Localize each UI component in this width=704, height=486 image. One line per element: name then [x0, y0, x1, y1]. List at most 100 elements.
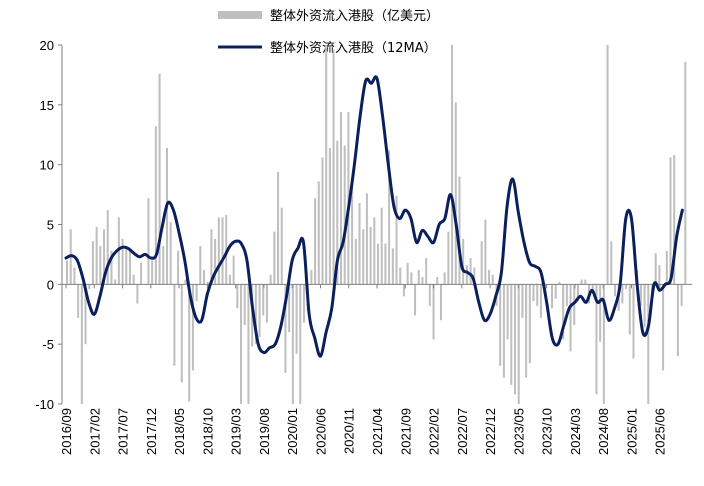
- bar: [465, 265, 468, 285]
- bar: [191, 284, 194, 371]
- bar: [399, 267, 402, 285]
- y-tick-label: 10: [40, 158, 54, 173]
- bar: [595, 284, 598, 395]
- bar: [439, 284, 442, 321]
- bar: [236, 284, 239, 309]
- bar: [513, 284, 517, 395]
- bar: [562, 284, 565, 340]
- bar: [654, 253, 657, 285]
- bar: [277, 171, 280, 285]
- bar: [73, 267, 76, 285]
- legend-label-line: 整体外资流入港股（12MA）: [270, 41, 437, 56]
- bar: [388, 150, 391, 285]
- bar: [302, 284, 305, 323]
- y-tick-label: 5: [47, 218, 54, 233]
- x-tick-label: 2018/10: [200, 408, 215, 455]
- bar: [384, 243, 387, 285]
- bar: [84, 284, 87, 345]
- x-tick-label: 2018/05: [172, 408, 187, 455]
- bar: [491, 274, 494, 285]
- bar: [210, 229, 213, 285]
- bar: [221, 217, 224, 285]
- x-tick-label: 2022/12: [483, 408, 498, 455]
- bar: [536, 284, 539, 306]
- y-tick-label: 0: [47, 277, 54, 292]
- bar: [91, 241, 94, 285]
- x-tick-label: 2022/07: [455, 408, 470, 455]
- bar: [380, 207, 383, 285]
- x-tick-label: 2024/08: [596, 408, 611, 455]
- bar: [199, 246, 202, 285]
- bar: [314, 198, 317, 285]
- bar: [310, 269, 313, 285]
- line-series-12ma: [64, 75, 684, 358]
- bar: [228, 274, 231, 285]
- bar: [447, 231, 450, 285]
- bar: [362, 229, 365, 285]
- bar: [425, 258, 428, 285]
- bar: [532, 284, 535, 302]
- bar: [669, 157, 672, 285]
- bar: [288, 284, 291, 333]
- bar: [295, 284, 298, 354]
- bar: [480, 241, 483, 285]
- bar: [328, 147, 331, 285]
- legend-swatch-bars: [218, 11, 262, 19]
- bar: [254, 284, 257, 345]
- bar: [662, 284, 665, 371]
- bar: [247, 284, 250, 404]
- x-tick-label: 2016/09: [59, 408, 74, 455]
- bar: [377, 243, 380, 285]
- bar: [269, 274, 272, 285]
- x-tick-label: 2020/11: [342, 408, 357, 454]
- bar: [484, 219, 487, 285]
- bar: [625, 284, 628, 290]
- bar: [613, 284, 616, 297]
- bar: [265, 284, 268, 323]
- x-tick-label: 2025/01: [624, 408, 639, 455]
- bar: [580, 279, 583, 285]
- x-tick-label: 2017/02: [87, 408, 102, 455]
- x-axis: 2016/09 2017/02 2017/07 2017/12 2018/05 2018/…: [59, 284, 668, 455]
- x-tick-label: 2023/10: [540, 408, 555, 455]
- bar: [639, 284, 642, 306]
- bar: [676, 284, 679, 357]
- bar: [291, 284, 294, 404]
- bar: [606, 45, 609, 285]
- bar: [488, 269, 491, 285]
- bar-series: [66, 45, 687, 404]
- bar: [177, 250, 180, 285]
- bar: [125, 248, 128, 285]
- bar: [517, 284, 520, 404]
- bar: [140, 262, 143, 285]
- bar: [173, 284, 176, 366]
- bar: [136, 284, 139, 304]
- bar: [584, 279, 587, 285]
- bar: [365, 193, 368, 285]
- bar: [158, 73, 161, 285]
- x-tick-label: 2017/07: [116, 408, 131, 455]
- x-tick-label: 2019/03: [229, 408, 244, 455]
- bar: [110, 250, 113, 285]
- bar: [369, 226, 372, 285]
- bar: [610, 241, 613, 285]
- bar: [506, 284, 509, 340]
- bar: [88, 284, 91, 290]
- bar: [336, 140, 339, 285]
- bar: [521, 284, 524, 318]
- bar: [162, 246, 165, 285]
- bar: [95, 226, 98, 285]
- x-tick-label: 2022/02: [427, 408, 442, 455]
- bar: [151, 260, 154, 285]
- bar: [432, 284, 435, 340]
- bar: [240, 284, 243, 404]
- bar: [558, 281, 561, 285]
- bar: [632, 284, 635, 359]
- x-tick-label: 2020/06: [313, 408, 328, 455]
- bar: [332, 49, 335, 285]
- bar: [103, 229, 106, 285]
- bar: [351, 179, 354, 285]
- bar: [576, 284, 579, 302]
- bar: [206, 281, 209, 285]
- legend-label-bars: 整体外资流入港股（亿美元）: [270, 9, 439, 24]
